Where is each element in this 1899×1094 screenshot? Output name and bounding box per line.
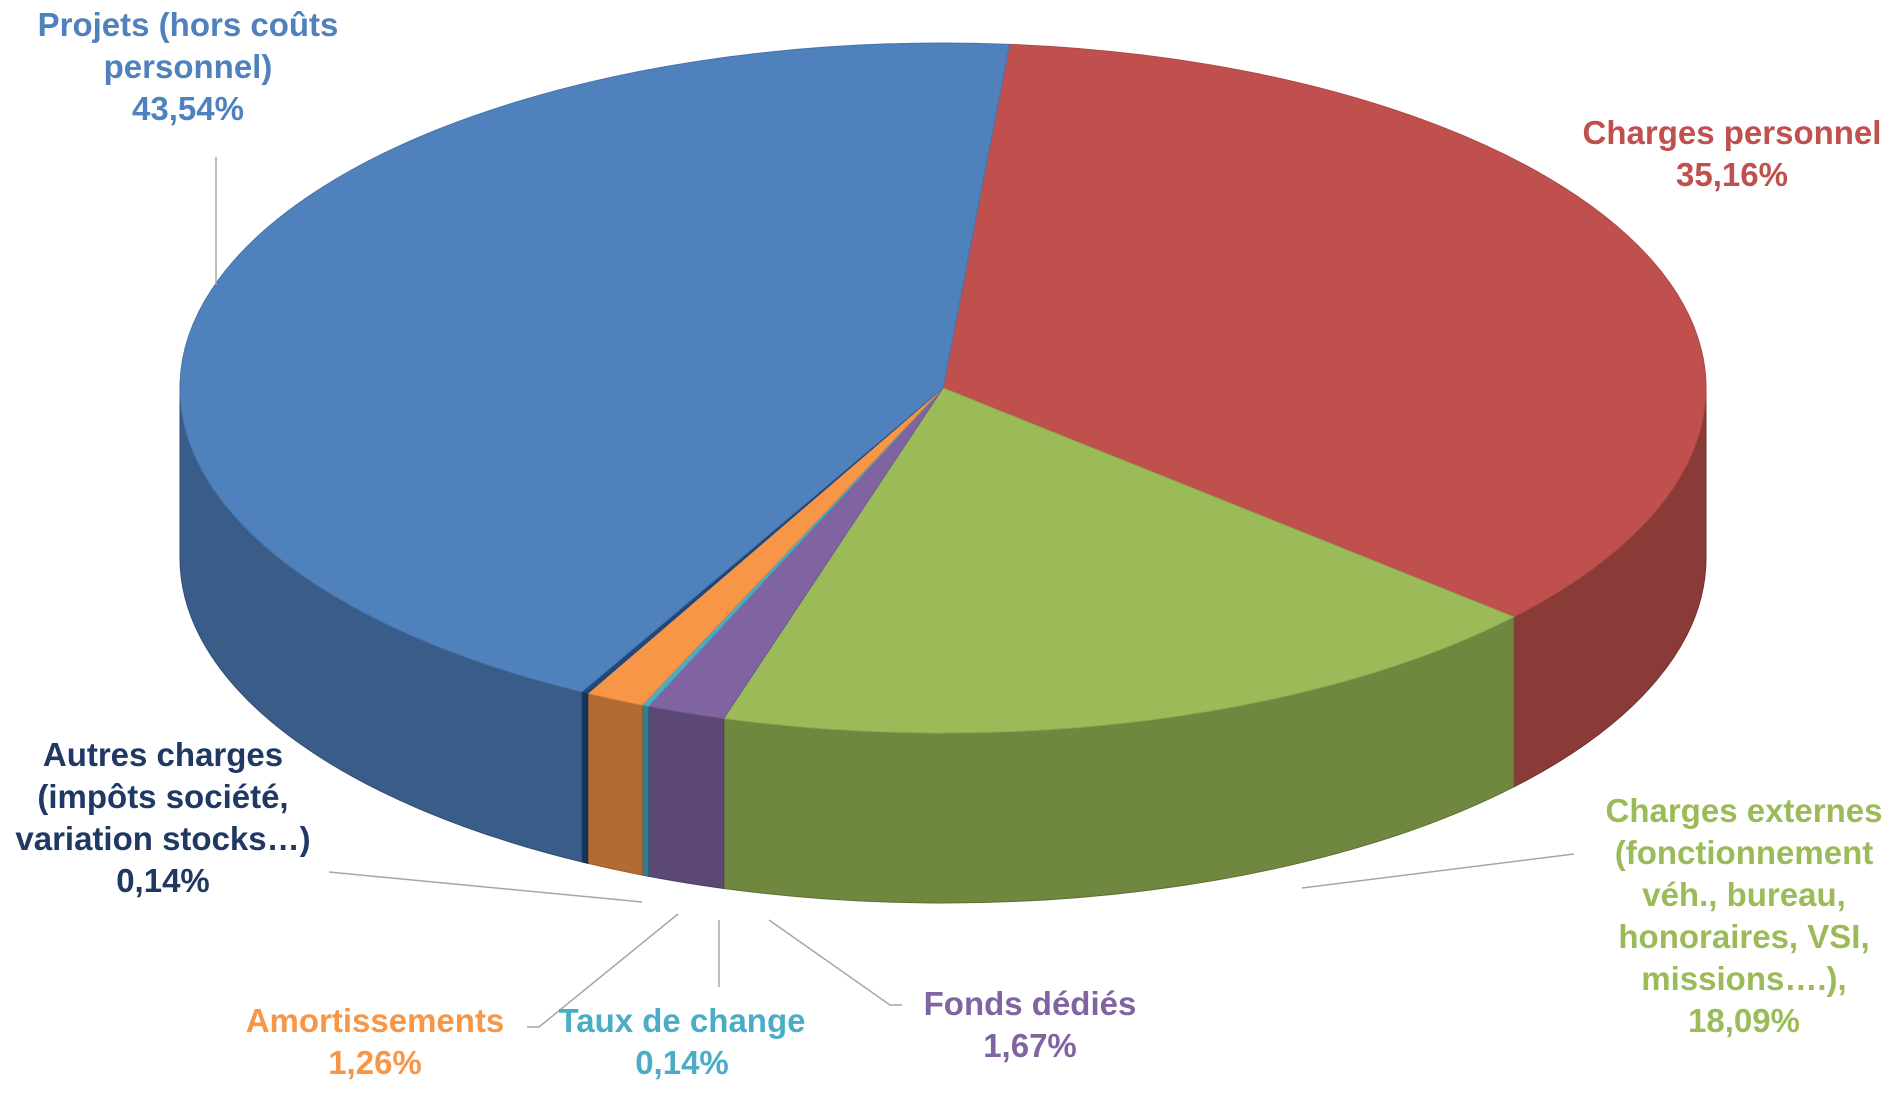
category-label: Projets (hors coûts personnel) [37,6,339,85]
slice [942,43,1707,618]
data-label: Taux de change 0,14% [522,1000,842,1084]
leader-line [768,919,902,1006]
category-label: Charges personnel [1582,114,1882,151]
value-label: 1,26% [328,1043,422,1081]
leader-lines [215,157,1575,1028]
leader-line [328,871,643,903]
category-label: Fonds dédiés [923,985,1137,1022]
value-label: 1,67% [983,1026,1077,1064]
leader-line [527,913,679,1028]
slice [722,387,1515,734]
data-label: Autres charges (impôts société, variatio… [0,734,336,902]
category-label: Autres charges (impôts société, variatio… [15,736,311,857]
data-label: Projets (hors coûts personnel) 43,54% [0,4,378,130]
category-label: Taux de change [558,1002,806,1039]
slice-side [647,705,725,890]
value-label: 35,16% [1676,155,1788,193]
slice-sides [179,387,1707,904]
slice-tops [179,42,1707,734]
leader-line [1301,853,1575,889]
data-label: Amortissements 1,26% [215,1000,535,1084]
data-label: Charges externes (fonctionnement véh., b… [1579,790,1899,1041]
value-label: 0,14% [635,1043,729,1081]
slice-side [581,691,589,864]
data-label: Fonds dédiés 1,67% [880,983,1180,1067]
data-label: Charges personnel 35,16% [1552,112,1899,196]
slice [179,42,1011,693]
category-label: Amortissements [245,1002,505,1039]
slice-side [587,692,643,876]
slice-side [641,704,649,877]
value-label: 18,09% [1688,1001,1800,1039]
value-label: 43,54% [132,89,244,127]
category-label: Charges externes (fonctionnement véh., b… [1605,792,1883,997]
value-label: 0,14% [116,861,210,899]
